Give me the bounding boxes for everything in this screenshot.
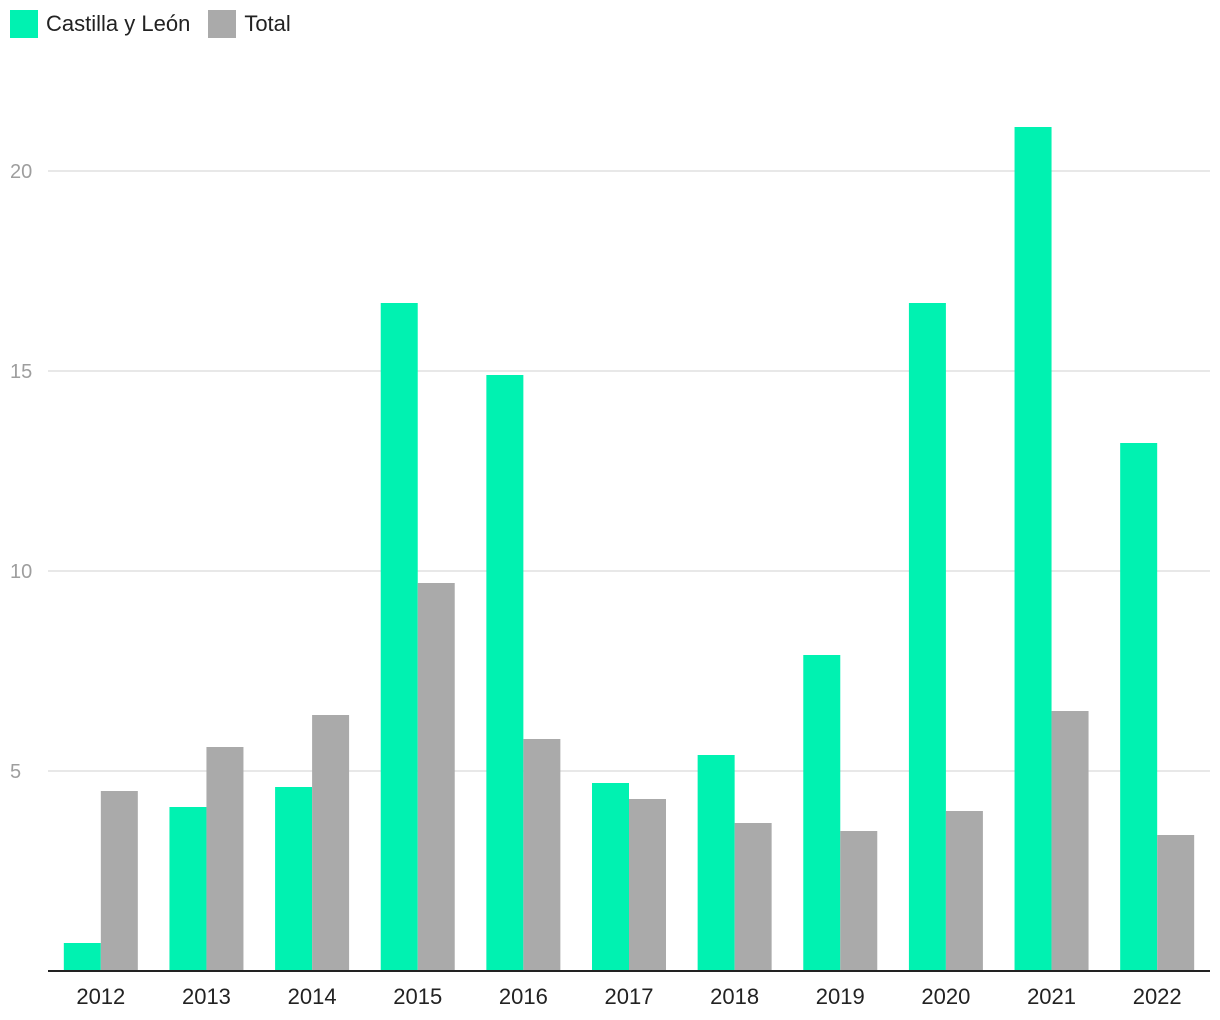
legend-swatch-castilla bbox=[10, 10, 38, 38]
bar-total-2018 bbox=[734, 823, 772, 971]
y-tick-label-20: 20 bbox=[10, 161, 32, 183]
bar-total-2015 bbox=[417, 583, 455, 971]
x-tick-label-2015: 2015 bbox=[393, 984, 442, 1009]
bar-total-2019 bbox=[840, 831, 878, 971]
legend-swatch-total bbox=[208, 10, 237, 38]
x-tick-label-2019: 2019 bbox=[816, 984, 865, 1009]
y-tick-label-15: 15 bbox=[10, 361, 32, 383]
legend-item-castilla[interactable]: Castilla y León bbox=[10, 10, 190, 38]
x-tick-label-2020: 2020 bbox=[921, 984, 970, 1009]
bar-total-2016 bbox=[523, 739, 561, 971]
bar-castilla-2014 bbox=[275, 787, 313, 971]
legend-item-total[interactable]: Total bbox=[208, 10, 291, 38]
bar-total-2017 bbox=[629, 799, 666, 971]
y-tick-label-10: 10 bbox=[10, 561, 32, 583]
bar-total-2013 bbox=[206, 747, 244, 971]
x-tick-label-2021: 2021 bbox=[1027, 984, 1076, 1009]
bar-castilla-2019 bbox=[803, 655, 841, 971]
legend: Castilla y León Total bbox=[10, 10, 309, 38]
y-tick-label-5: 5 bbox=[10, 761, 21, 783]
legend-label-castilla: Castilla y León bbox=[46, 11, 191, 36]
bar-total-2020 bbox=[945, 811, 983, 971]
bar-castilla-2016 bbox=[486, 375, 524, 971]
x-tick-label-2022: 2022 bbox=[1133, 984, 1182, 1009]
bar-castilla-2018 bbox=[697, 755, 735, 971]
bar-castilla-2021 bbox=[1014, 127, 1052, 971]
x-tick-label-2016: 2016 bbox=[499, 984, 548, 1009]
bar-castilla-2015 bbox=[380, 303, 418, 971]
x-tick-label-2018: 2018 bbox=[710, 984, 759, 1009]
x-tick-label-2013: 2013 bbox=[182, 984, 231, 1009]
x-tick-label-2017: 2017 bbox=[605, 984, 654, 1009]
x-tick-label-2014: 2014 bbox=[288, 984, 337, 1009]
legend-label-total: Total bbox=[244, 11, 291, 36]
bar-castilla-2013 bbox=[169, 807, 207, 971]
bar-total-2022 bbox=[1157, 835, 1195, 971]
bar-castilla-2012 bbox=[63, 943, 101, 971]
bar-castilla-2017 bbox=[592, 783, 629, 971]
bar-total-2014 bbox=[312, 715, 350, 971]
x-tick-label-2012: 2012 bbox=[76, 984, 125, 1009]
bar-total-2021 bbox=[1051, 711, 1089, 971]
bar-castilla-2022 bbox=[1120, 443, 1158, 971]
bar-castilla-2020 bbox=[908, 303, 946, 971]
bar-total-2012 bbox=[100, 791, 138, 971]
